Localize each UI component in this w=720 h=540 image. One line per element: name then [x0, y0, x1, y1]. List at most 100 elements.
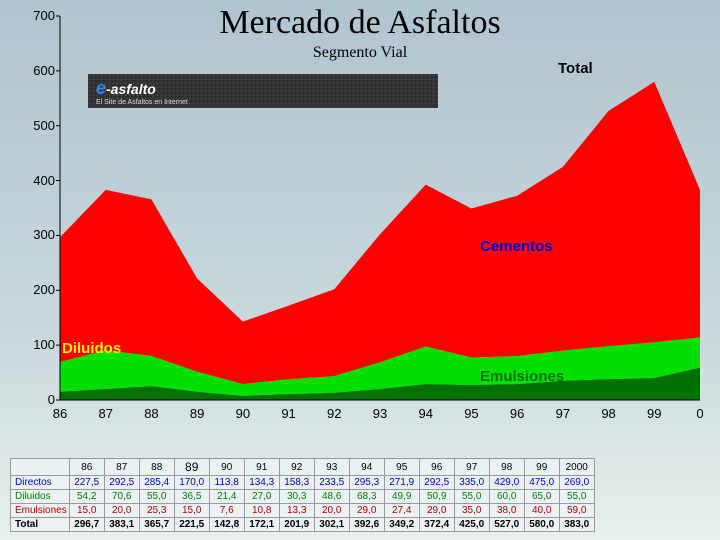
- cell: 30,3: [279, 490, 314, 504]
- data-table: 86878889909192939495969798992000 Directo…: [10, 458, 595, 532]
- col-year: 94: [349, 459, 384, 476]
- cell: 142,8: [209, 518, 244, 532]
- col-year: 99: [524, 459, 559, 476]
- cell: 49,9: [384, 490, 419, 504]
- row-label: Directos: [11, 476, 70, 490]
- cell: 36,5: [174, 490, 209, 504]
- cell: 25,3: [139, 504, 174, 518]
- cell: 227,5: [69, 476, 104, 490]
- col-year: 90: [209, 459, 244, 476]
- cell: 54,2: [69, 490, 104, 504]
- cell: 59,0: [559, 504, 594, 518]
- cell: 10,8: [244, 504, 279, 518]
- x-tick: 87: [86, 406, 126, 421]
- cell: 296,7: [69, 518, 104, 532]
- y-tick: 600: [10, 63, 55, 78]
- col-year: 91: [244, 459, 279, 476]
- cell: 27,4: [384, 504, 419, 518]
- cell: 349,2: [384, 518, 419, 532]
- y-tick: 0: [10, 392, 55, 407]
- cell: 113,8: [209, 476, 244, 490]
- col-year: 95: [384, 459, 419, 476]
- col-year: 98: [489, 459, 524, 476]
- x-tick: 97: [543, 406, 583, 421]
- cell: 15,0: [69, 504, 104, 518]
- x-tick: 96: [497, 406, 537, 421]
- cell: 70,6: [104, 490, 139, 504]
- series-label-diluidos: Diluidos: [62, 340, 121, 357]
- x-tick: 94: [406, 406, 446, 421]
- cell: 365,7: [139, 518, 174, 532]
- table-row: Directos227,5292,5285,4170,0113,8134,315…: [11, 476, 595, 490]
- cell: 21,4: [209, 490, 244, 504]
- y-tick: 400: [10, 173, 55, 188]
- table-row: Diluidos54,270,655,036,521,427,030,348,6…: [11, 490, 595, 504]
- y-tick: 200: [10, 282, 55, 297]
- cell: 20,0: [104, 504, 139, 518]
- series-label-cementos: Cementos: [480, 238, 553, 255]
- cell: 48,6: [314, 490, 349, 504]
- x-tick: 93: [360, 406, 400, 421]
- table-row: Emulsiones15,020,025,315,07,610,813,320,…: [11, 504, 595, 518]
- area-chart: [60, 8, 700, 428]
- y-tick: 700: [10, 8, 55, 23]
- cell: 292,5: [419, 476, 454, 490]
- col-year: 2000: [559, 459, 594, 476]
- cell: 233,5: [314, 476, 349, 490]
- cell: 292,5: [104, 476, 139, 490]
- x-tick: 89: [177, 406, 217, 421]
- cell: 392,6: [349, 518, 384, 532]
- cell: 65,0: [524, 490, 559, 504]
- cell: 383,1: [104, 518, 139, 532]
- cell: 27,0: [244, 490, 279, 504]
- cell: 429,0: [489, 476, 524, 490]
- col-year: 96: [419, 459, 454, 476]
- cell: 55,0: [139, 490, 174, 504]
- cell: 55,0: [559, 490, 594, 504]
- cell: 50,9: [419, 490, 454, 504]
- cell: 271,9: [384, 476, 419, 490]
- table-row: Total296,7383,1365,7221,5142,8172,1201,9…: [11, 518, 595, 532]
- cell: 170,0: [174, 476, 209, 490]
- cell: 134,3: [244, 476, 279, 490]
- cell: 13,3: [279, 504, 314, 518]
- cell: 425,0: [454, 518, 489, 532]
- cell: 60,0: [489, 490, 524, 504]
- y-tick: 100: [10, 337, 55, 352]
- series-label-emulsiones: Emulsiones: [480, 368, 564, 385]
- x-tick: 92: [314, 406, 354, 421]
- cell: 55,0: [454, 490, 489, 504]
- x-tick: 90: [223, 406, 263, 421]
- cell: 580,0: [524, 518, 559, 532]
- series-label-total: Total: [558, 60, 593, 77]
- cell: 20,0: [314, 504, 349, 518]
- cell: 221,5: [174, 518, 209, 532]
- x-tick: 88: [131, 406, 171, 421]
- cell: 35,0: [454, 504, 489, 518]
- x-tick: 99: [634, 406, 674, 421]
- cell: 7,6: [209, 504, 244, 518]
- col-year: 92: [279, 459, 314, 476]
- col-year: 89: [174, 459, 209, 476]
- col-year: 87: [104, 459, 139, 476]
- cell: 40,0: [524, 504, 559, 518]
- x-tick: 91: [269, 406, 309, 421]
- cell: 172,1: [244, 518, 279, 532]
- cell: 302,1: [314, 518, 349, 532]
- col-year: 97: [454, 459, 489, 476]
- x-tick: 95: [451, 406, 491, 421]
- cell: 527,0: [489, 518, 524, 532]
- cell: 383,0: [559, 518, 594, 532]
- row-label: Emulsiones: [11, 504, 70, 518]
- x-tick: 86: [40, 406, 80, 421]
- cell: 29,0: [419, 504, 454, 518]
- y-tick: 500: [10, 118, 55, 133]
- row-label: Total: [11, 518, 70, 532]
- col-year: 93: [314, 459, 349, 476]
- cell: 285,4: [139, 476, 174, 490]
- cell: 372,4: [419, 518, 454, 532]
- y-tick: 300: [10, 227, 55, 242]
- x-tick: 0: [680, 406, 720, 421]
- cell: 335,0: [454, 476, 489, 490]
- col-year: 86: [69, 459, 104, 476]
